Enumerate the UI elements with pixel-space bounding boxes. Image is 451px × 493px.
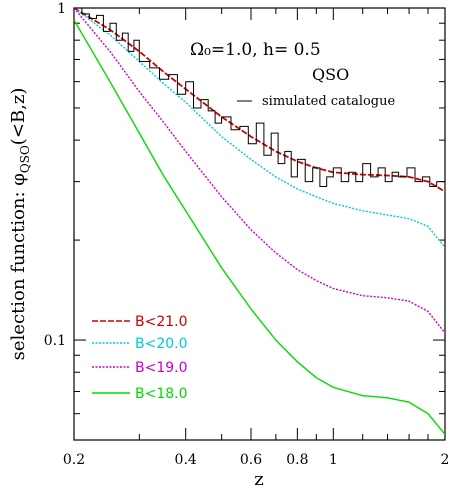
y-axis-label-main: selection function: φ	[8, 173, 29, 360]
y-axis-label-sub: QSO	[18, 145, 32, 173]
y-axis-label-group: selection function: φQSO(<B,z)	[8, 88, 32, 361]
y-axis-label-tail: (<B,z)	[8, 88, 29, 146]
legend-label: B<20.0	[135, 336, 188, 352]
y-tick-label: 1	[57, 1, 66, 17]
catalogue-label: simulated catalogue	[262, 94, 395, 109]
histogram-steps	[74, 8, 445, 187]
series-line	[74, 19, 445, 435]
histogram-group	[74, 8, 445, 187]
series-line	[74, 8, 445, 193]
y-tick-label: 0.1	[44, 333, 66, 349]
series-curves	[74, 8, 445, 435]
plot-frame	[73, 7, 446, 441]
x-axis-label: z	[254, 469, 263, 489]
x-tick-label: 0.4	[175, 452, 197, 468]
cosmology-annotation: Ω₀=1.0, h= 0.5	[190, 40, 321, 60]
y-axis-label: selection function: φQSO(<B,z)	[8, 88, 32, 361]
object-annotation: QSO	[312, 65, 349, 84]
series-line	[74, 8, 445, 334]
x-tick-label: 0.2	[63, 452, 85, 468]
x-tick-label: 1	[329, 452, 338, 468]
legend-label: B<21.0	[135, 314, 188, 330]
legend-label: B<19.0	[135, 360, 188, 376]
x-tick-label: 0.6	[240, 452, 262, 468]
axis-ticks: 0.2 0.4 0.6 0.8 1 2 0.1 1	[44, 1, 450, 468]
legend-label: B<18.0	[135, 386, 188, 402]
legend: B<21.0 B<20.0 B<19.0 B<18.0	[92, 314, 188, 402]
x-tick-label: 2	[441, 452, 450, 468]
series-line	[74, 8, 445, 248]
x-tick-label: 0.8	[286, 452, 308, 468]
